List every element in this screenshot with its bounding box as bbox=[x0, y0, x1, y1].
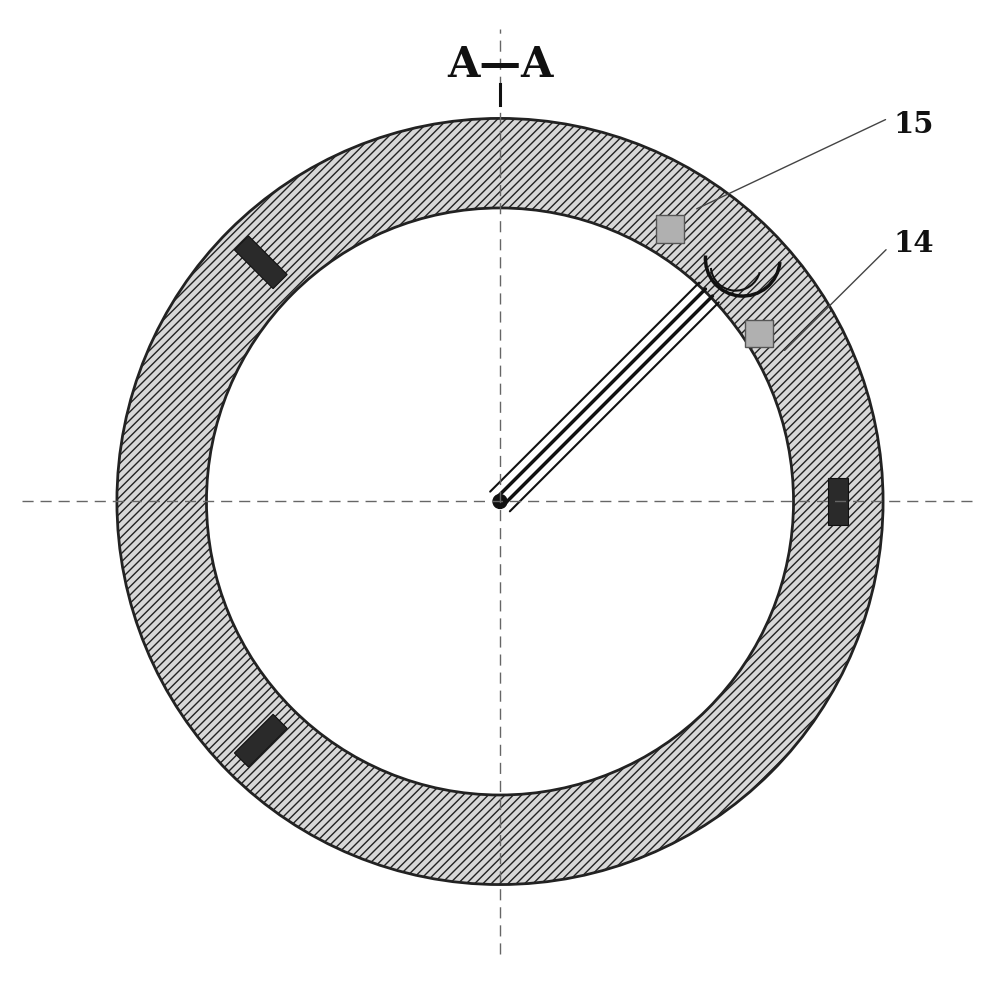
Text: 15: 15 bbox=[893, 109, 934, 139]
Polygon shape bbox=[828, 478, 848, 526]
Polygon shape bbox=[234, 237, 287, 289]
Bar bbox=[745, 320, 773, 348]
Circle shape bbox=[206, 209, 794, 795]
Polygon shape bbox=[234, 715, 287, 767]
Circle shape bbox=[493, 495, 507, 509]
Text: 14: 14 bbox=[893, 229, 934, 258]
Circle shape bbox=[117, 119, 883, 885]
Bar bbox=[656, 216, 684, 244]
Text: A—A: A—A bbox=[447, 44, 553, 85]
